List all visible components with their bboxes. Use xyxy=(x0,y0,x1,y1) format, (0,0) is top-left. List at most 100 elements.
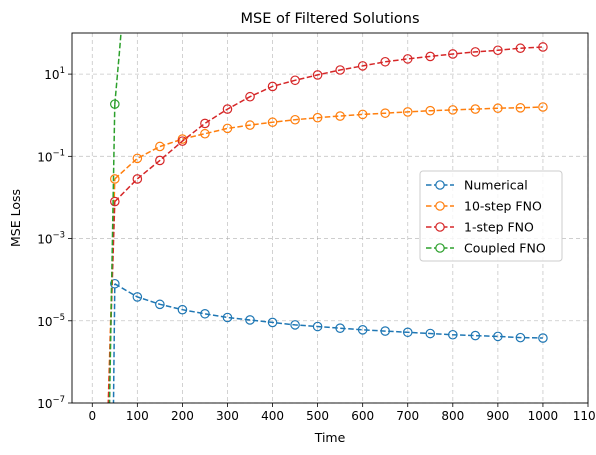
y-axis-title: MSE Loss xyxy=(8,189,23,247)
series-tail-line xyxy=(114,33,122,105)
x-tick-label: 300 xyxy=(216,409,239,423)
data-point xyxy=(470,104,481,114)
data-point xyxy=(290,114,300,125)
data-point xyxy=(448,49,458,59)
x-tick-label: 900 xyxy=(486,409,509,423)
series-lead-in-line xyxy=(107,201,116,403)
data-point xyxy=(402,54,413,64)
x-tick-label: 100 xyxy=(126,409,149,423)
legend-label: 1-step FNO xyxy=(464,220,534,235)
data-point xyxy=(110,196,120,207)
legend-marker xyxy=(435,243,445,253)
data-point xyxy=(380,326,391,336)
data-point xyxy=(470,330,481,341)
data-point xyxy=(155,141,165,152)
series-numerical xyxy=(110,278,548,403)
x-axis-ticks: 0 100 200 300 400 500 600 700 800 900 1000 1100 xyxy=(88,403,596,423)
legend-marker xyxy=(435,222,445,232)
y-axis-ticks: 10−7 10−5 10−3 10−1 101 xyxy=(37,66,72,411)
data-point xyxy=(110,174,120,184)
data-point xyxy=(538,102,548,112)
series-1-step-fno xyxy=(107,42,548,403)
data-point xyxy=(538,42,548,52)
data-point xyxy=(245,91,255,102)
y-tick-label: 10−3 xyxy=(37,231,65,247)
data-point xyxy=(470,47,481,57)
data-point xyxy=(267,81,278,92)
data-point xyxy=(493,103,503,114)
x-tick-label: 1000 xyxy=(528,409,559,423)
legend-label: Numerical xyxy=(464,178,528,193)
data-point xyxy=(245,315,255,325)
data-point xyxy=(425,51,436,62)
data-point xyxy=(335,111,345,121)
data-point xyxy=(425,328,436,339)
data-point xyxy=(222,104,233,114)
x-tick-label: 1100 xyxy=(573,409,596,423)
legend-label: 10-step FNO xyxy=(464,199,542,214)
data-point xyxy=(493,331,503,342)
data-point xyxy=(177,136,188,146)
data-point xyxy=(448,105,458,115)
data-point xyxy=(448,329,458,340)
data-point xyxy=(380,56,391,67)
legend: Numerical 10-step FNO 1-step FNO Coupled FN… xyxy=(419,170,563,262)
data-point xyxy=(200,118,210,129)
data-point xyxy=(110,278,120,289)
data-point xyxy=(132,153,143,164)
data-point xyxy=(357,325,368,335)
x-tick-label: 400 xyxy=(261,409,284,423)
data-point xyxy=(290,320,300,330)
data-point xyxy=(515,332,526,343)
data-point xyxy=(245,120,255,130)
data-point xyxy=(402,327,413,338)
data-point xyxy=(222,123,233,134)
data-point xyxy=(312,70,323,80)
data-point xyxy=(312,321,323,332)
y-tick-label: 10−1 xyxy=(37,148,65,164)
data-point xyxy=(155,155,165,166)
data-point xyxy=(222,312,233,323)
x-tick-label: 600 xyxy=(351,409,374,423)
data-point xyxy=(515,103,526,113)
data-point xyxy=(155,299,165,310)
data-point xyxy=(425,105,436,116)
data-point xyxy=(402,107,413,117)
y-tick-label: 101 xyxy=(44,66,65,82)
x-tick-label: 200 xyxy=(171,409,194,423)
data-point xyxy=(177,304,188,315)
series-group xyxy=(107,33,548,403)
legend-marker xyxy=(435,180,445,190)
x-tick-label: 0 xyxy=(88,409,96,423)
data-point xyxy=(290,75,300,86)
series-coupled-fno xyxy=(108,33,122,403)
x-tick-label: 800 xyxy=(441,409,464,423)
x-tick-label: 700 xyxy=(396,409,419,423)
y-tick-label: 10−7 xyxy=(37,395,65,411)
legend-box xyxy=(419,170,563,262)
data-point xyxy=(200,308,210,319)
x-axis-title: Time xyxy=(314,430,346,445)
data-point xyxy=(515,43,526,54)
y-tick-label: 10−5 xyxy=(37,313,65,329)
legend-marker xyxy=(435,201,445,211)
data-point xyxy=(357,109,368,120)
series-lead-in-line xyxy=(112,283,116,403)
data-point xyxy=(335,323,345,333)
data-point xyxy=(312,112,323,123)
data-point xyxy=(493,45,503,56)
legend-label: Coupled FNO xyxy=(464,241,546,256)
plot-frame xyxy=(71,32,589,404)
data-point xyxy=(267,117,278,128)
data-point xyxy=(132,174,143,184)
data-point xyxy=(335,65,345,75)
data-point xyxy=(538,333,548,343)
data-point xyxy=(200,128,210,139)
x-tick-label: 500 xyxy=(306,409,329,423)
data-point xyxy=(110,99,120,109)
data-point xyxy=(267,317,278,328)
data-point xyxy=(380,108,391,118)
data-point xyxy=(132,292,143,302)
data-point xyxy=(357,61,368,71)
